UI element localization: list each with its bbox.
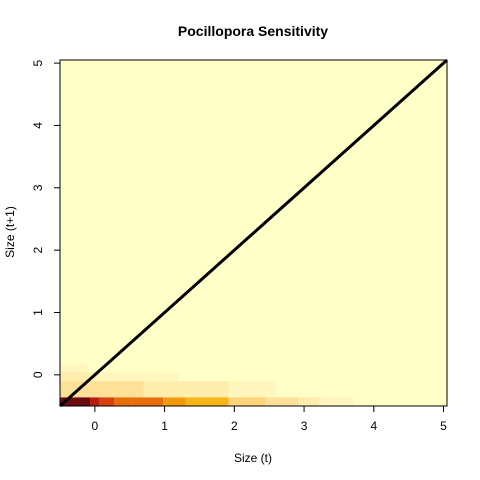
y-tick-label: 5 <box>31 59 45 66</box>
heatmap-cell <box>89 397 100 406</box>
y-tick-label: 4 <box>31 122 45 129</box>
heatmap-cell <box>60 363 88 373</box>
heatmap-cell <box>131 397 164 406</box>
heatmap-cell <box>319 397 353 406</box>
identity-line <box>59 58 448 408</box>
x-tick-label: 2 <box>231 419 238 433</box>
heatmap-cell <box>143 381 229 398</box>
x-tick-label: 5 <box>440 419 447 433</box>
chart-title: Pocillopora Sensitivity <box>178 23 328 39</box>
y-axis: 0 1 2 3 4 5 <box>31 59 60 378</box>
identity-line-layer <box>59 58 448 408</box>
heatmap-cell <box>114 397 132 406</box>
x-axis: 0 1 2 3 4 5 <box>92 406 447 433</box>
heatmap-cell <box>99 397 115 406</box>
y-tick-label: 1 <box>31 309 45 316</box>
y-tick-label: 0 <box>31 371 45 378</box>
x-tick-label: 0 <box>92 419 99 433</box>
heatmap-cell <box>89 372 179 382</box>
x-tick-label: 1 <box>161 419 168 433</box>
x-tick-label: 4 <box>370 419 377 433</box>
heatmap-cell <box>228 381 277 398</box>
x-axis-label: Size (t) <box>234 451 272 465</box>
heatmap-cell <box>60 372 90 382</box>
heatmap-cell <box>298 397 320 406</box>
heatmap-cell <box>163 397 186 406</box>
heatmap-cell <box>185 397 229 406</box>
x-tick-label: 3 <box>301 419 308 433</box>
heatmap-cell <box>60 397 90 406</box>
y-tick-label: 3 <box>31 184 45 191</box>
heatmap-cell <box>265 397 299 406</box>
y-axis-label: Size (t+1) <box>3 206 17 258</box>
y-tick-label: 2 <box>31 246 45 253</box>
heatmap-cell <box>89 381 144 398</box>
heatmap-cells <box>60 363 353 406</box>
plot-frame <box>59 59 448 407</box>
heatmap-cell <box>228 397 266 406</box>
